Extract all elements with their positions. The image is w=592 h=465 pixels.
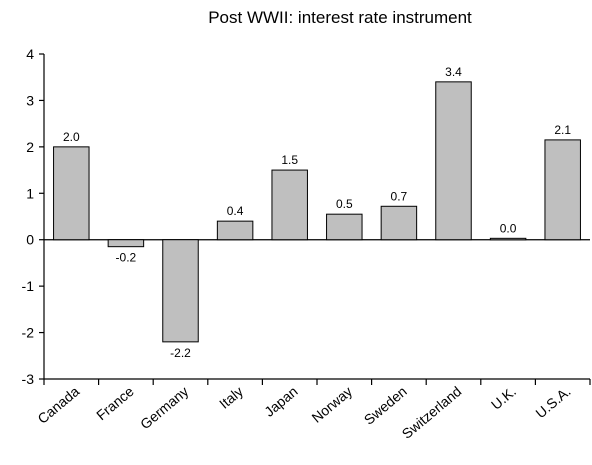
bar-france — [107, 239, 145, 248]
data-label: -0.2 — [116, 251, 137, 265]
data-label: 2.0 — [63, 130, 80, 144]
data-label: -2.2 — [170, 346, 191, 360]
y-axis: -3 -2 -1 0 1 2 3 4 — [22, 46, 45, 387]
x-tick-label: Germany — [137, 383, 191, 432]
bar-norway — [326, 213, 363, 241]
x-tick-label: Italy — [216, 383, 246, 412]
y-tick-label: -2 — [22, 325, 35, 341]
data-label: 0.0 — [500, 221, 517, 235]
y-tick-label: -1 — [22, 278, 35, 294]
data-label: 3.4 — [445, 65, 462, 79]
x-tick-label: Canada — [34, 383, 82, 427]
bar-japan — [271, 169, 308, 241]
bar-italy — [216, 220, 254, 241]
data-label: 0.7 — [391, 189, 408, 203]
x-tick-label: U.K. — [488, 383, 519, 413]
bars — [53, 81, 581, 343]
x-tick-label: U.S.A. — [532, 383, 573, 421]
y-tick-label: -3 — [22, 371, 35, 387]
data-labels: 2.0 -0.2 -2.2 0.4 1.5 0.5 0.7 3.4 0.0 2.1 — [63, 65, 571, 360]
y-tick-label: 2 — [26, 139, 34, 155]
x-tick-label: France — [93, 383, 137, 423]
data-label: 2.1 — [554, 123, 571, 137]
bar-uk — [489, 237, 527, 241]
y-tick-label: 3 — [26, 92, 34, 108]
y-tick-label: 1 — [26, 185, 34, 201]
x-tick-label: Switzerland — [399, 383, 465, 442]
bar-germany — [162, 239, 199, 343]
x-tick-label: Japan — [261, 383, 301, 420]
x-tick-label: Sweden — [361, 383, 410, 428]
bar-canada — [53, 146, 90, 241]
bar-sweden — [380, 205, 418, 241]
y-tick-label: 4 — [26, 46, 34, 62]
bar-switzerland — [435, 81, 472, 241]
x-axis: Canada France Germany Italy Japan Norway Swede… — [34, 239, 591, 442]
x-tick-label: Norway — [309, 383, 356, 426]
y-tick-label: 0 — [26, 232, 34, 248]
data-label: 0.4 — [227, 204, 244, 218]
chart-title: Post WWII: interest rate instrument — [208, 8, 472, 27]
data-label: 1.5 — [281, 153, 298, 167]
bar-usa — [544, 139, 581, 241]
data-label: 0.5 — [336, 197, 353, 211]
